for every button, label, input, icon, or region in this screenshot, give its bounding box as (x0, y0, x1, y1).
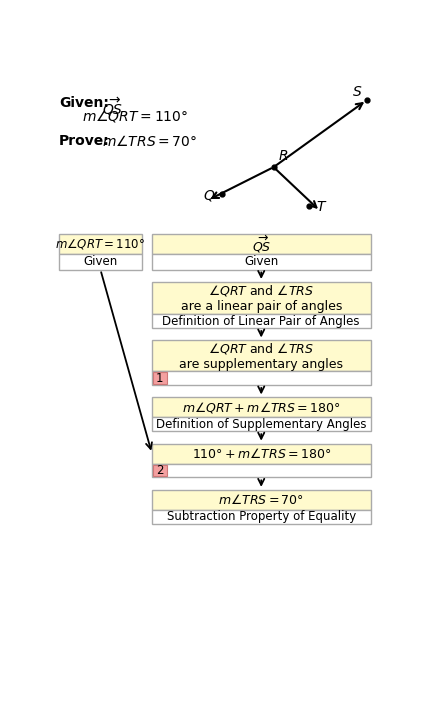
Text: $m\angle QRT = 110°$: $m\angle QRT = 110°$ (82, 108, 188, 124)
FancyBboxPatch shape (152, 444, 371, 464)
Text: Prove:: Prove: (59, 134, 110, 148)
Text: Given: Given (244, 255, 279, 268)
Text: $m\angle TRS = 70°$: $m\angle TRS = 70°$ (102, 134, 197, 149)
FancyBboxPatch shape (152, 464, 371, 477)
FancyBboxPatch shape (152, 340, 371, 371)
Text: $\overrightarrow{QS}$: $\overrightarrow{QS}$ (252, 234, 271, 255)
Text: $\overrightarrow{QS}$: $\overrightarrow{QS}$ (102, 96, 123, 118)
Text: Given:: Given: (59, 96, 109, 109)
Text: 2: 2 (156, 464, 163, 477)
FancyBboxPatch shape (152, 234, 371, 254)
FancyBboxPatch shape (152, 510, 371, 523)
FancyBboxPatch shape (152, 371, 371, 385)
Text: $m\angle QRT + m\angle TRS = 180°$: $m\angle QRT + m\angle TRS = 180°$ (182, 400, 341, 415)
Text: $\angle QRT$ and $\angle TRS$
are a linear pair of angles: $\angle QRT$ and $\angle TRS$ are a line… (181, 283, 342, 313)
Text: $m\angle QRT = 110°$: $m\angle QRT = 110°$ (55, 237, 146, 251)
FancyBboxPatch shape (152, 418, 371, 431)
Text: Given: Given (83, 255, 118, 268)
FancyBboxPatch shape (152, 314, 371, 328)
Text: Definition of Supplementary Angles: Definition of Supplementary Angles (156, 418, 366, 431)
Text: T: T (316, 200, 325, 214)
Text: Definition of Linear Pair of Angles: Definition of Linear Pair of Angles (162, 315, 360, 328)
Text: S: S (353, 85, 362, 99)
FancyBboxPatch shape (153, 372, 167, 384)
FancyBboxPatch shape (152, 398, 371, 418)
FancyBboxPatch shape (152, 490, 371, 510)
Text: R: R (278, 149, 288, 162)
Text: $110° + m\angle TRS = 180°$: $110° + m\angle TRS = 180°$ (192, 446, 331, 461)
Text: Subtraction Property of Equality: Subtraction Property of Equality (167, 510, 356, 523)
FancyBboxPatch shape (153, 464, 167, 476)
Text: Q: Q (203, 188, 214, 203)
Text: 1: 1 (156, 372, 163, 385)
Text: $\angle QRT$ and $\angle TRS$
are supplementary angles: $\angle QRT$ and $\angle TRS$ are supple… (179, 341, 343, 371)
FancyBboxPatch shape (59, 254, 142, 270)
Text: $m\angle TRS = 70°$: $m\angle TRS = 70°$ (218, 493, 304, 507)
FancyBboxPatch shape (59, 234, 142, 254)
FancyBboxPatch shape (152, 282, 371, 314)
FancyBboxPatch shape (152, 254, 371, 270)
